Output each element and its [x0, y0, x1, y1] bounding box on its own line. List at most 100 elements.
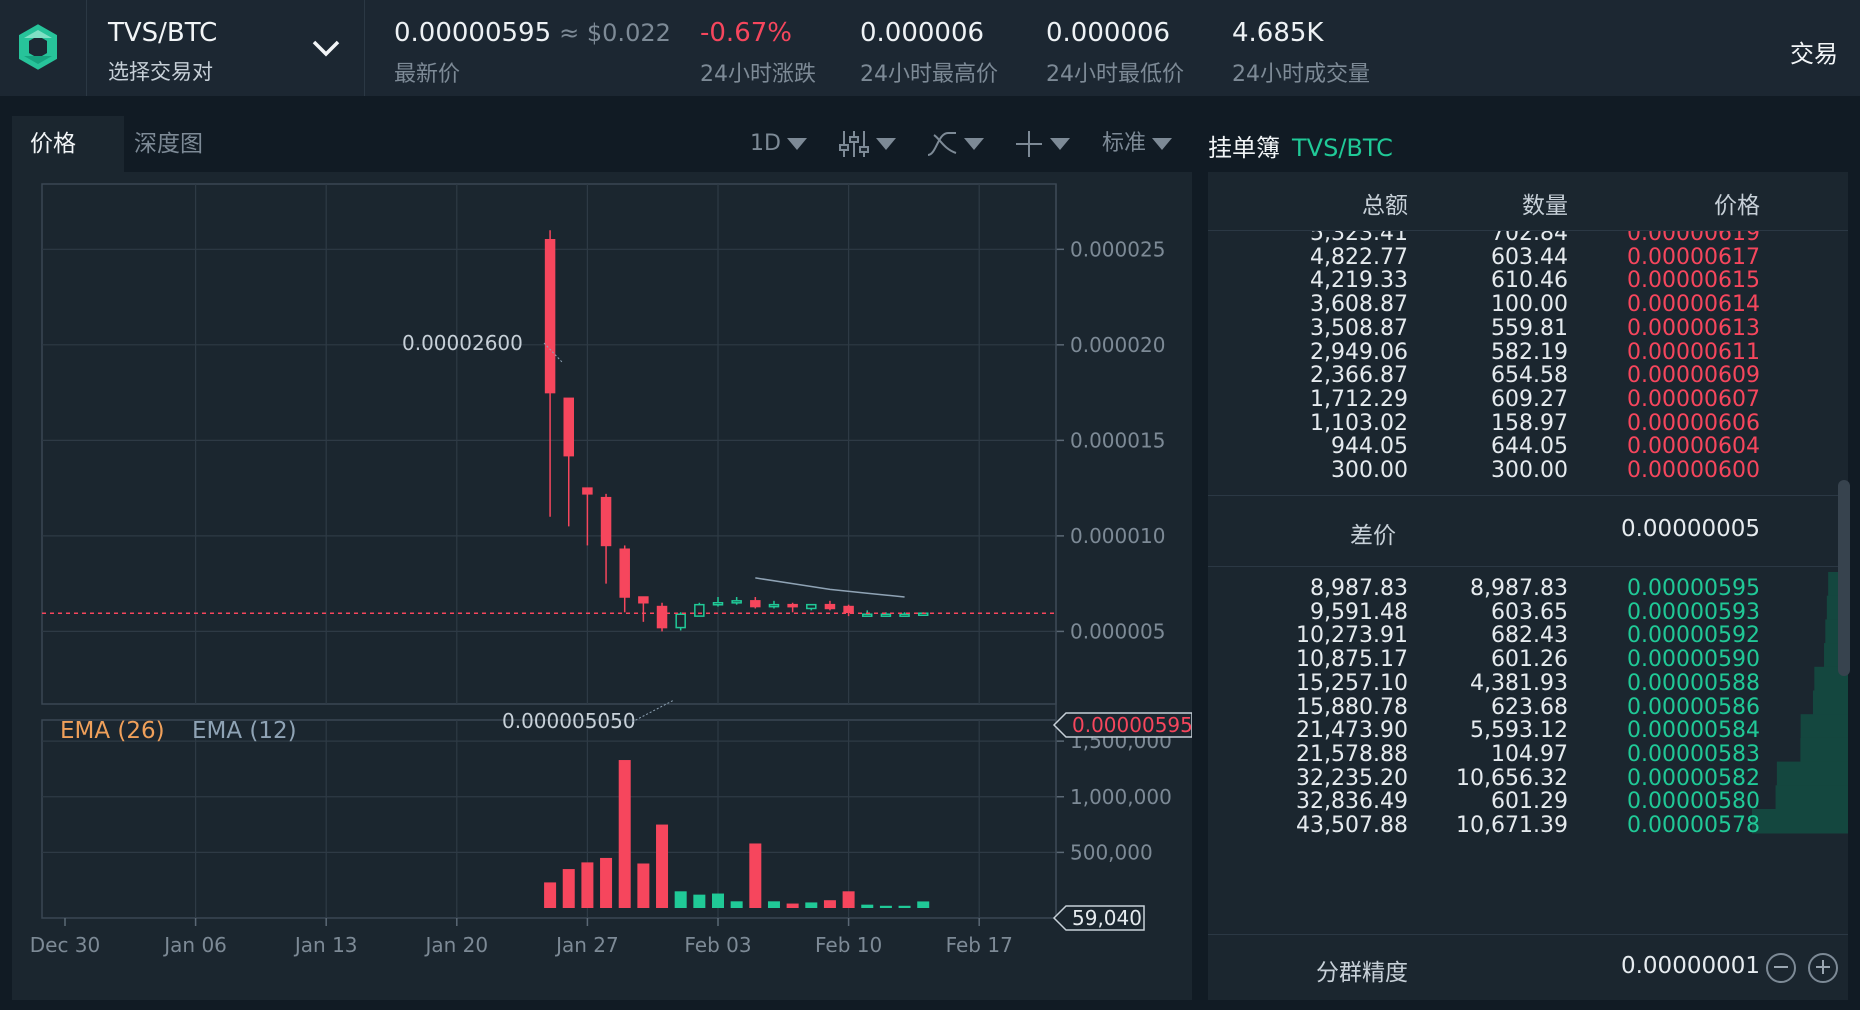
- volume-bar[interactable]: [637, 863, 650, 909]
- bid-row[interactable]: 21,578.88 104.97 0.00000583: [1208, 742, 1848, 770]
- x-tick-label: Jan 20: [423, 933, 488, 957]
- logo[interactable]: [0, 0, 87, 96]
- x-tick-label: Jan 06: [162, 933, 227, 957]
- trade-link[interactable]: 交易: [1790, 40, 1838, 68]
- low-price-callout: 0.000005050: [502, 709, 636, 733]
- drawing-dropdown[interactable]: [926, 128, 984, 160]
- amount-cell: 682.43: [1491, 623, 1568, 649]
- ask-row[interactable]: 4,822.77 603.44 0.00000617: [1208, 245, 1848, 273]
- volume-bar[interactable]: [562, 869, 575, 908]
- candle-body[interactable]: [750, 600, 761, 608]
- bid-row[interactable]: 43,507.88 10,671.39 0.00000578: [1208, 813, 1848, 841]
- candle-body[interactable]: [600, 496, 612, 547]
- candle-body[interactable]: [619, 548, 630, 598]
- bid-row[interactable]: 32,235.20 10,656.32 0.00000582: [1208, 766, 1848, 794]
- volume-bar[interactable]: [544, 882, 557, 908]
- ema26-legend[interactable]: EMA (26): [60, 718, 165, 744]
- current-price-tag-label: 0.000005950: [1072, 713, 1192, 737]
- volume-bar[interactable]: [618, 760, 631, 908]
- bid-row[interactable]: 9,591.48 603.65 0.00000593: [1208, 600, 1848, 628]
- candle-body[interactable]: [582, 487, 593, 495]
- volume-bar[interactable]: [712, 893, 724, 908]
- candle-body[interactable]: [638, 596, 649, 604]
- amount-cell: 601.29: [1491, 789, 1568, 815]
- volume-bar[interactable]: [879, 905, 892, 908]
- candle-body[interactable]: [675, 613, 686, 629]
- bid-row[interactable]: 15,880.78 623.68 0.00000586: [1208, 695, 1848, 723]
- ask-row[interactable]: 1,712.29 609.27 0.00000607: [1208, 387, 1848, 415]
- ask-row[interactable]: 5,323.41 702.84 0.00000619: [1208, 231, 1848, 249]
- asks-list[interactable]: 5,323.41 702.84 0.00000619 4,822.77 603.44 0.…: [1208, 231, 1848, 495]
- style-dropdown[interactable]: 标准: [1102, 128, 1173, 160]
- x-tick-label: Jan 27: [554, 933, 619, 957]
- total-cell: 8,987.83: [1310, 576, 1408, 601]
- volume-bar[interactable]: [767, 901, 780, 908]
- chevron-down-icon[interactable]: [308, 30, 344, 66]
- bid-row[interactable]: 8,987.83 8,987.83 0.00000595: [1208, 576, 1848, 604]
- volume-bar[interactable]: [674, 891, 687, 908]
- ask-row[interactable]: 3,608.87 100.00 0.00000614: [1208, 292, 1848, 320]
- top-bar: TVS/BTC 选择交易对 0.00000595 ≈ $0.022 最新价 -0.…: [0, 0, 1860, 96]
- ask-row[interactable]: 2,949.06 582.19 0.00000611: [1208, 340, 1848, 368]
- bid-row[interactable]: 10,875.17 601.26 0.00000590: [1208, 647, 1848, 675]
- precision-value: 0.00000001: [1620, 953, 1760, 979]
- volume-bar[interactable]: [823, 900, 836, 908]
- candle-body[interactable]: [694, 603, 705, 617]
- last-price-value: 0.00000595: [394, 18, 552, 48]
- amount-cell: 5,593.12: [1470, 718, 1568, 744]
- total-cell: 43,507.88: [1296, 813, 1408, 838]
- depth-bar: [1800, 714, 1848, 739]
- volume-bar[interactable]: [842, 891, 855, 908]
- volume-bar[interactable]: [861, 904, 874, 908]
- candle-body[interactable]: [712, 601, 724, 606]
- candle-body[interactable]: [544, 239, 556, 394]
- candle-body[interactable]: [862, 613, 873, 617]
- ask-row[interactable]: 3,508.87 559.81 0.00000613: [1208, 316, 1848, 344]
- pair-selector[interactable]: TVS/BTC 选择交易对: [86, 0, 365, 96]
- volume-bar[interactable]: [898, 905, 911, 908]
- depth-bar: [1776, 761, 1848, 787]
- volume-bar[interactable]: [805, 902, 818, 908]
- volume-bar[interactable]: [917, 901, 930, 908]
- volume-bar[interactable]: [600, 857, 613, 908]
- candle-body[interactable]: [768, 603, 780, 608]
- bid-row[interactable]: 21,473.90 5,593.12 0.00000584: [1208, 718, 1848, 746]
- ask-row[interactable]: 1,103.02 158.97 0.00000606: [1208, 411, 1848, 439]
- candle-body[interactable]: [563, 397, 574, 457]
- ask-row[interactable]: 4,219.33 610.46 0.00000615: [1208, 268, 1848, 296]
- candle-body[interactable]: [843, 605, 854, 614]
- order-book-scrollbar[interactable]: [1838, 480, 1850, 676]
- volume-bar[interactable]: [581, 862, 594, 908]
- precision-decrease-button[interactable]: [1766, 953, 1796, 983]
- candle-body[interactable]: [731, 600, 742, 604]
- bid-row[interactable]: 15,257.10 4,381.93 0.00000588: [1208, 671, 1848, 699]
- candle-body[interactable]: [899, 613, 910, 617]
- tab-depth[interactable]: 深度图: [134, 131, 203, 157]
- crosshair-dropdown[interactable]: [1014, 128, 1070, 160]
- amount-cell: 603.44: [1491, 244, 1568, 270]
- candle-body[interactable]: [787, 603, 798, 608]
- ask-row[interactable]: 2,366.87 654.58 0.00000609: [1208, 363, 1848, 391]
- volume-bar[interactable]: [749, 843, 762, 908]
- x-tick-label: Feb 03: [684, 933, 751, 957]
- indicators-dropdown[interactable]: [838, 128, 896, 160]
- bid-row[interactable]: 10,273.91 682.43 0.00000592: [1208, 623, 1848, 651]
- volume-bar[interactable]: [656, 824, 669, 908]
- candlestick-chart[interactable]: Dec 30 Jan 06 Jan 13 Jan 20 Jan 27 Feb 03 Feb …: [12, 172, 1192, 1000]
- candle-body[interactable]: [880, 613, 892, 617]
- ask-row[interactable]: 300.00 300.00 0.00000600: [1208, 458, 1848, 486]
- total-cell: 15,257.10: [1296, 670, 1408, 696]
- ema12-legend[interactable]: EMA (12): [192, 718, 297, 744]
- candle-body[interactable]: [824, 603, 836, 610]
- bid-row[interactable]: 32,836.49 601.29 0.00000580: [1208, 789, 1848, 817]
- candle-body[interactable]: [656, 605, 668, 629]
- ask-row[interactable]: 944.05 644.05 0.00000604: [1208, 434, 1848, 462]
- interval-dropdown[interactable]: 1D: [750, 128, 807, 160]
- tab-price[interactable]: 价格: [12, 116, 124, 172]
- volume-bar[interactable]: [730, 901, 743, 908]
- bids-list[interactable]: 8,987.83 8,987.83 0.00000595 9,591.48 603.65…: [1208, 566, 1848, 934]
- volume-bar[interactable]: [693, 894, 706, 908]
- candle-body[interactable]: [806, 603, 817, 610]
- precision-increase-button[interactable]: [1808, 953, 1838, 983]
- volume-bar[interactable]: [786, 903, 799, 908]
